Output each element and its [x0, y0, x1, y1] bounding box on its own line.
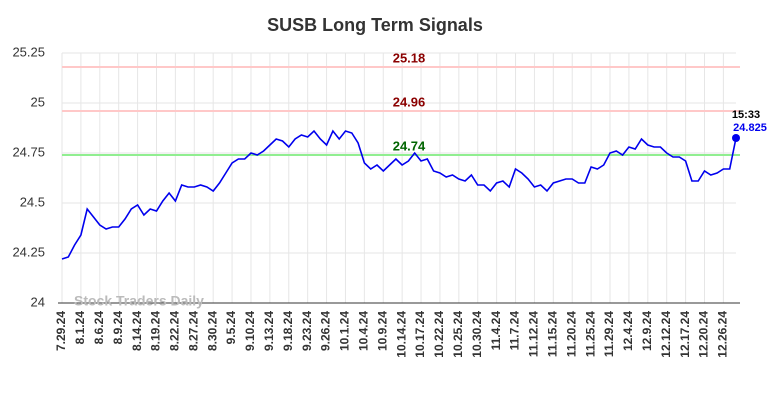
x-tick-label: 10.1.24	[338, 311, 352, 351]
x-tick-label: 10.22.24	[432, 311, 446, 358]
x-tick-label: 10.25.24	[451, 311, 465, 358]
x-tick-label: 11.12.24	[527, 311, 541, 357]
x-tick-label: 8.9.24	[111, 311, 125, 345]
y-tick-label: 24	[31, 294, 45, 309]
x-tick-label: 9.13.24	[262, 311, 276, 351]
x-tick-label: 7.29.24	[54, 311, 68, 351]
x-tick-label: 8.19.24	[149, 311, 163, 351]
y-tick-label: 24.25	[12, 244, 45, 259]
y-tick-label: 24.75	[12, 144, 45, 159]
last-point	[732, 134, 740, 142]
x-tick-label: 11.20.24	[564, 311, 578, 357]
last-value: 24.825	[733, 122, 767, 134]
x-tick-label: 8.27.24	[186, 311, 200, 351]
x-tick-label: 8.14.24	[130, 311, 144, 351]
signal-label: 24.96	[393, 94, 426, 109]
signal-label: 25.18	[393, 50, 426, 65]
x-tick-label: 12.26.24	[716, 311, 730, 358]
y-tick-label: 25	[31, 94, 45, 109]
x-tick-label: 8.6.24	[92, 311, 106, 345]
x-tick-label: 10.4.24	[357, 311, 371, 351]
price-line	[61, 129, 737, 260]
y-tick-label: 24.5	[20, 194, 45, 209]
x-tick-label: 12.17.24	[678, 311, 692, 358]
x-tick-label: 10.30.24	[470, 311, 484, 358]
x-tick-label: 9.10.24	[243, 311, 257, 351]
x-tick-label: 8.30.24	[205, 311, 219, 351]
x-tick-label: 10.17.24	[413, 311, 427, 358]
signal-label: 24.74	[393, 138, 426, 153]
x-tick-label: 9.18.24	[281, 311, 295, 351]
x-tick-label: 9.26.24	[319, 311, 333, 351]
x-tick-label: 8.22.24	[168, 311, 182, 351]
x-tick-label: 12.20.24	[697, 311, 711, 358]
last-time: 15:33	[732, 109, 760, 121]
x-tick-label: 12.12.24	[659, 311, 673, 358]
x-tick-label: 10.14.24	[394, 311, 408, 358]
x-tick-label: 11.4.24	[489, 311, 503, 351]
x-tick-label: 12.9.24	[640, 311, 654, 351]
chart-title: SUSB Long Term Signals	[267, 15, 483, 35]
x-tick-label: 10.9.24	[375, 311, 389, 351]
x-tick-label: 9.23.24	[300, 311, 314, 351]
x-tick-label: 12.4.24	[621, 311, 635, 351]
x-tick-label: 11.7.24	[508, 311, 522, 351]
x-tick-label: 11.29.24	[602, 311, 616, 357]
x-tick-label: 11.15.24	[545, 311, 559, 357]
x-tick-label: 11.25.24	[583, 311, 597, 357]
watermark: Stock Traders Daily	[74, 293, 204, 309]
x-tick-label: 9.5.24	[224, 311, 238, 345]
y-tick-label: 25.25	[12, 44, 45, 59]
x-tick-label: 8.1.24	[73, 311, 87, 345]
